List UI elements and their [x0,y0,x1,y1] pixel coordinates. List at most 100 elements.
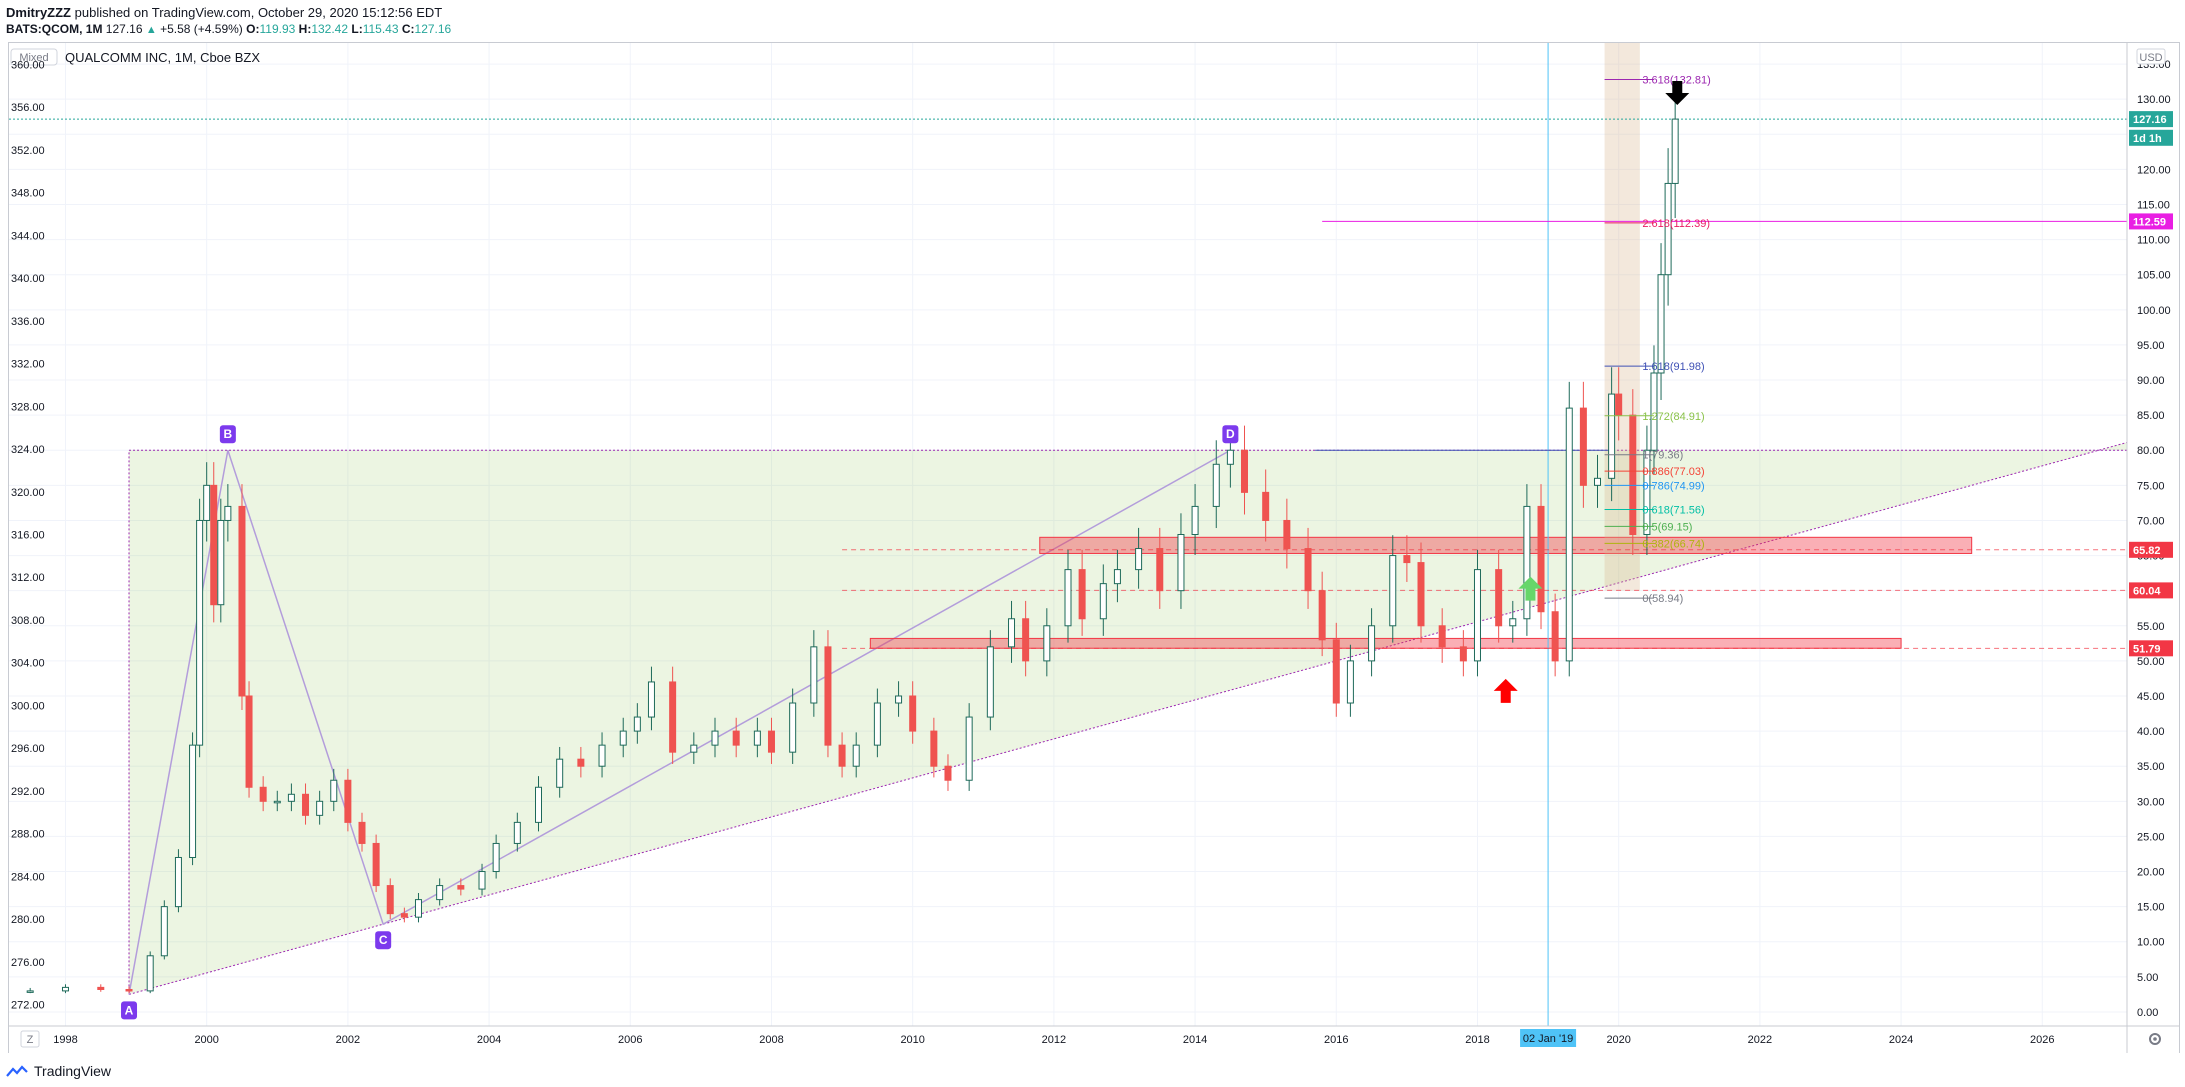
candle-body [1650,372,1658,451]
candle-body [1043,625,1051,662]
time-tick-label: 2002 [336,1034,360,1046]
time-tick-label: 2014 [1183,1034,1207,1046]
price-tick-label: 30.00 [2137,796,2165,808]
fib-level-label: 0.5(69.15) [1642,521,1692,533]
axis-price-label: 65.82 [2133,545,2161,557]
left-price-tick-label: 296.00 [11,743,45,755]
left-price-tick-label: 308.00 [11,615,45,627]
triangle-lower-trendline [128,441,2128,995]
left-price-tick-label: 332.00 [11,359,45,371]
author-name[interactable]: DmitryZZZ [6,5,71,20]
chart-canvas[interactable]: 3.618(132.81) 2.618(112.39) 1.618(91.98) 1.… [9,43,2179,1053]
left-price-tick-label: 356.00 [11,102,45,114]
left-price-tick-label: 304.00 [11,658,45,670]
left-price-tick-label: 300.00 [11,700,45,712]
candle-body [711,730,719,746]
right-price-axis[interactable]: 0.00 5.00 10.00 15.00 20.00 25.00 30.00 35.00 40… [2137,59,2171,1019]
candle-body [160,906,168,957]
price-tick-label: 105.00 [2137,270,2171,282]
open-value: 119.93 [259,22,296,36]
candle-body [1389,555,1397,627]
candle-body [1594,477,1601,486]
time-axis[interactable]: 1998 2000 2002 2004 2006 2008 2010 2012 2014 2016… [53,1029,2055,1047]
price-zones [869,43,1973,1026]
z-button-label[interactable]: Z [27,1034,34,1046]
candle-body [824,646,832,746]
price-tick-label: 85.00 [2137,410,2165,422]
candle-body [1177,534,1185,592]
pattern-point-label: A [125,1003,134,1017]
candle-body [224,505,232,521]
price-tick-label: 25.00 [2137,831,2165,843]
left-price-tick-label: 292.00 [11,786,45,798]
axis-price-label: 1d 1h [2133,133,2162,145]
candle-body [457,885,465,890]
chart-pane[interactable]: 3.618(132.81) 2.618(112.39) 1.618(91.98) 1.… [8,42,2180,1054]
price-tick-label: 90.00 [2137,375,2165,387]
price-tick-label: 40.00 [2137,726,2165,738]
candle-body [895,695,903,704]
left-price-tick-label: 360.00 [11,59,45,71]
left-price-tick-label: 312.00 [11,572,45,584]
candle-body [1579,407,1587,486]
high-value: 132.42 [311,22,349,36]
time-tick-label: 2000 [194,1034,218,1046]
candle-body [1459,646,1467,662]
candle-body [436,885,444,901]
fib-level-label: 2.618(112.39) [1642,218,1710,230]
gear-icon[interactable] [2149,1033,2161,1045]
candle-body [1473,569,1481,662]
time-tick-label: 2008 [759,1034,783,1046]
candle-body [1332,639,1340,704]
pattern-point-label: B [224,427,233,441]
left-price-tick-label: 288.00 [11,829,45,841]
currency-label[interactable]: USD [2139,52,2162,64]
candle-body [1191,505,1199,535]
time-tick-label: 2022 [1748,1034,1772,1046]
candle-body [513,821,521,844]
axis-price-badge [2129,640,2173,657]
candle-body [287,793,295,802]
left-price-tick-label: 276.00 [11,957,45,969]
candle-body [1537,505,1545,613]
price-tick-label: 15.00 [2137,902,2165,914]
candle-body [316,800,324,816]
price-tick-label: 35.00 [2137,761,2165,773]
abcd-path [128,449,1231,995]
candle-body [1438,625,1446,648]
axis-price-badge [2129,129,2173,146]
axis-price-label: 112.59 [2133,216,2166,228]
mixed-button[interactable] [10,48,58,66]
publisher-line: DmitryZZZ published on TradingView.com, … [6,5,442,20]
candle-body [535,786,542,823]
price-tick-label: 70.00 [2137,515,2165,527]
currency-button[interactable] [2136,48,2166,65]
axis-price-badge [2129,213,2173,230]
date-cursor-label: 02 Jan '19 [1523,1033,1573,1045]
candle-body [1671,118,1679,184]
up-arrow-icon: ▲ [145,24,157,36]
fib-level-label: 0.786(74.99) [1642,480,1704,492]
mixed-button-label[interactable]: Mixed [19,52,48,64]
left-price-axis[interactable]: 272.00 276.00 280.00 284.00 288.00 292.00 296.… [11,59,45,1011]
left-price-tick-label: 348.00 [11,188,45,200]
candle-body [789,702,797,753]
green-up-arrow-icon [1518,576,1543,601]
candle-body [1346,660,1354,704]
candle-body [492,842,500,873]
time-tick-label: 2020 [1606,1034,1630,1046]
candle-body [669,681,677,753]
candle-body [1064,569,1072,627]
fib-level-label: 1(79.36) [1642,450,1683,462]
candle-body [196,519,204,746]
candle-body [217,519,225,606]
candle-body [1304,548,1312,592]
triangle-pattern [128,441,2128,995]
z-button[interactable] [20,1030,40,1048]
tradingview-logo[interactable]: TradingView [6,1063,111,1079]
candle-body [852,744,860,767]
candle-body [1565,407,1573,662]
fib-level-label: 3.618(132.81) [1642,74,1711,86]
symbol-name: BATS:QCOM, 1M [6,22,103,36]
left-price-tick-label: 324.00 [11,444,45,456]
